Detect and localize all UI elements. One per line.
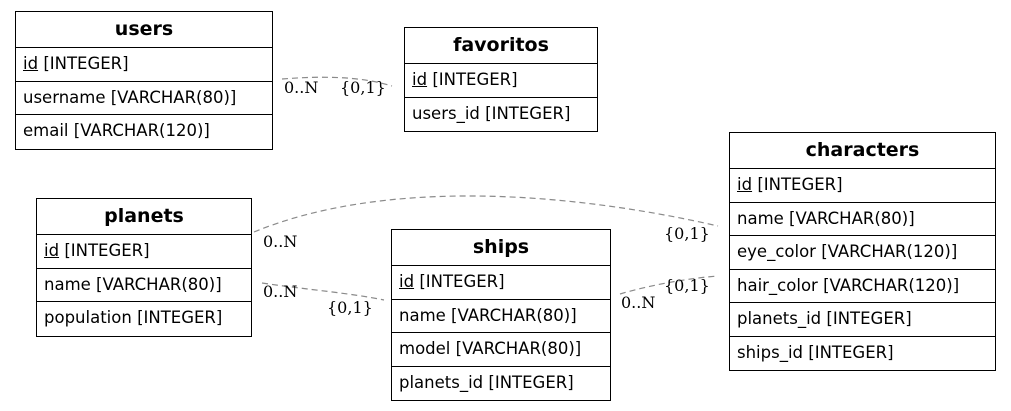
table-title: favoritos: [405, 28, 597, 64]
column-name: name: [737, 208, 784, 228]
table-title: characters: [730, 133, 995, 169]
table-characters[interactable]: characters id [INTEGER] name [VARCHAR(80…: [729, 132, 996, 371]
column-type: [INTEGER]: [488, 372, 574, 392]
column-type: [INTEGER]: [43, 54, 129, 73]
column-name: planets_id: [399, 372, 484, 392]
column-type: [VARCHAR(120)]: [823, 275, 960, 295]
column-type: [INTEGER]: [757, 175, 843, 194]
table-row: planets_id [INTEGER]: [730, 303, 995, 337]
cardinality-label: {0,1}: [664, 224, 710, 243]
column-type: [VARCHAR(80)]: [451, 305, 577, 325]
table-row: name [VARCHAR(80)]: [37, 269, 251, 302]
column-type: [VARCHAR(80)]: [455, 339, 582, 358]
column-name: eye_color: [737, 242, 816, 261]
primary-key-column: id: [44, 241, 60, 260]
column-type: [INTEGER]: [419, 272, 505, 291]
cardinality-label: {0,1}: [327, 298, 373, 317]
table-favoritos[interactable]: favoritos id [INTEGER] users_id [INTEGER…: [404, 27, 598, 132]
cardinality-label: {0,1}: [340, 78, 386, 97]
table-row: hair_color [VARCHAR(120)]: [730, 270, 995, 303]
column-type: [VARCHAR(120)]: [821, 242, 958, 261]
column-name: users_id: [412, 103, 480, 123]
primary-key-column: id: [737, 175, 753, 194]
column-name: name: [399, 305, 446, 325]
table-row: name [VARCHAR(80)]: [730, 203, 995, 236]
table-title: ships: [392, 230, 610, 266]
table-row: eye_color [VARCHAR(120)]: [730, 236, 995, 270]
column-name: username: [23, 87, 106, 107]
cardinality-label: 0..N: [263, 282, 297, 301]
cardinality-label: {0,1}: [664, 276, 710, 295]
table-row: id [INTEGER]: [16, 48, 272, 82]
primary-key-column: id: [23, 54, 39, 73]
table-row: id [INTEGER]: [405, 64, 597, 98]
column-name: name: [44, 274, 91, 294]
table-row: users_id [INTEGER]: [405, 98, 597, 132]
column-type: [INTEGER]: [826, 309, 912, 328]
table-users[interactable]: users id [INTEGER] username [VARCHAR(80)…: [15, 11, 273, 150]
table-row: id [INTEGER]: [392, 266, 610, 300]
column-type: [INTEGER]: [64, 241, 150, 260]
table-row: id [INTEGER]: [37, 235, 251, 269]
relationship-line-ships-characters: [619, 275, 719, 295]
relationship-line-planets-ships: [261, 282, 385, 301]
table-ships[interactable]: ships id [INTEGER] name [VARCHAR(80)] mo…: [391, 229, 611, 401]
column-name: ships_id: [737, 342, 804, 362]
cardinality-label: 0..N: [621, 293, 655, 312]
column-name: hair_color: [737, 275, 818, 295]
relationship-line-planets-characters: [253, 195, 719, 233]
table-row: planets_id [INTEGER]: [392, 367, 610, 401]
table-row: model [VARCHAR(80)]: [392, 333, 610, 367]
relationship-line-users-favoritos: [281, 76, 393, 87]
primary-key-column: id: [412, 70, 428, 89]
column-name: population: [44, 308, 132, 327]
column-type: [INTEGER]: [137, 308, 223, 327]
column-type: [INTEGER]: [432, 70, 518, 89]
table-planets[interactable]: planets id [INTEGER] name [VARCHAR(80)] …: [36, 198, 252, 337]
table-row: id [INTEGER]: [730, 169, 995, 203]
column-type: [INTEGER]: [808, 342, 894, 362]
column-name: planets_id: [737, 309, 822, 328]
table-row: ships_id [INTEGER]: [730, 337, 995, 371]
column-type: [VARCHAR(80)]: [789, 208, 915, 228]
column-type: [VARCHAR(80)]: [96, 274, 222, 294]
column-type: [INTEGER]: [485, 103, 571, 123]
table-title: planets: [37, 199, 251, 235]
column-type: [VARCHAR(120)]: [73, 121, 210, 140]
table-row: population [INTEGER]: [37, 302, 251, 336]
cardinality-label: 0..N: [263, 232, 297, 251]
table-row: name [VARCHAR(80)]: [392, 300, 610, 333]
column-type: [VARCHAR(80)]: [110, 87, 237, 107]
table-row: username [VARCHAR(80)]: [16, 82, 272, 115]
cardinality-label: 0..N: [284, 78, 318, 97]
table-title: users: [16, 12, 272, 48]
column-name: model: [399, 339, 451, 358]
table-row: email [VARCHAR(120)]: [16, 115, 272, 149]
primary-key-column: id: [399, 272, 415, 291]
column-name: email: [23, 121, 69, 140]
